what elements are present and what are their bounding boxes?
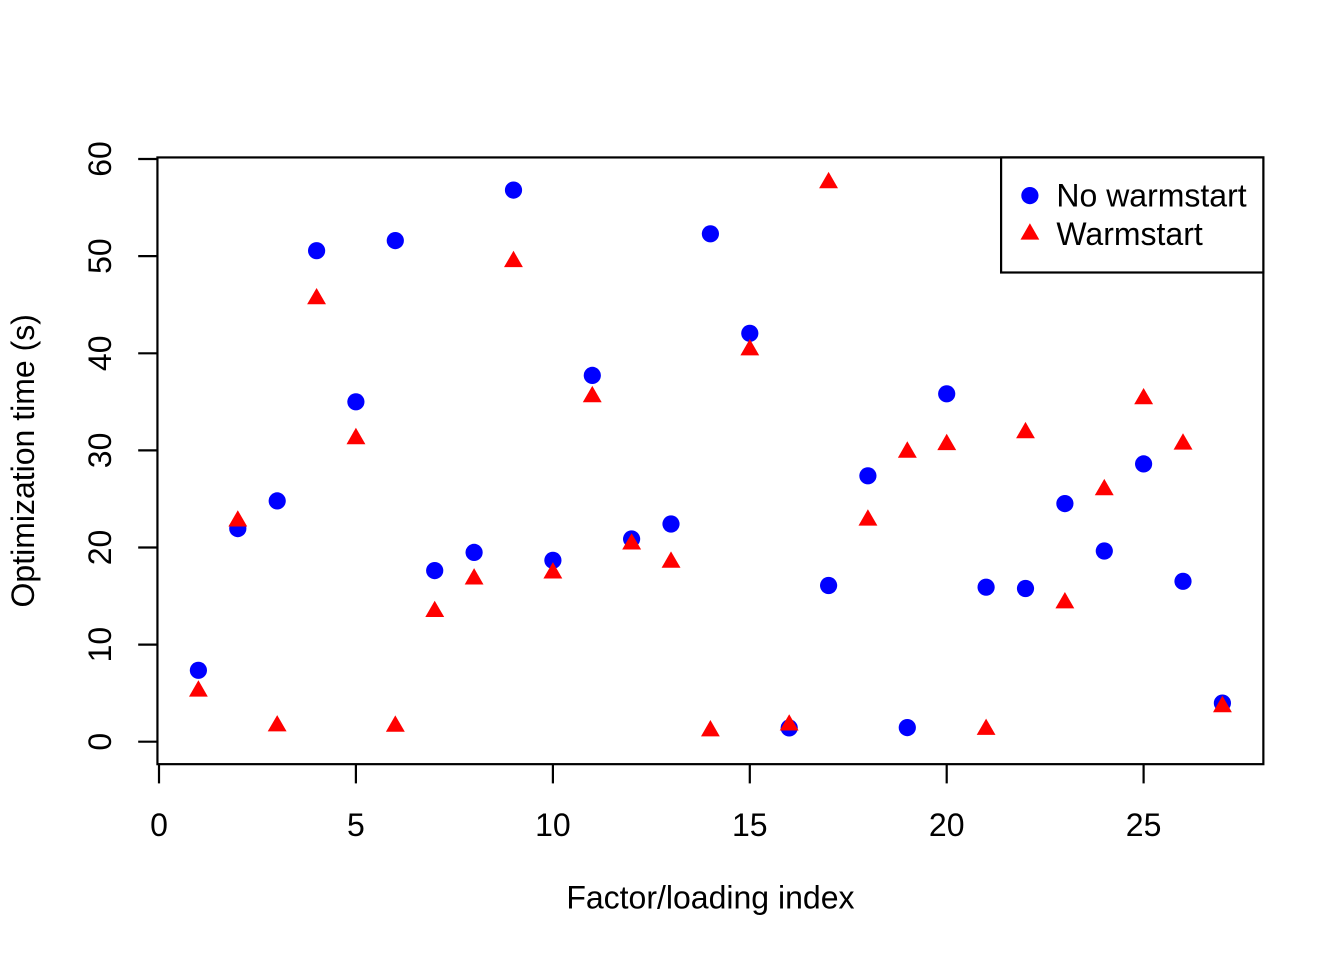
svg-text:30: 30	[82, 433, 118, 469]
svg-text:5: 5	[347, 807, 365, 843]
svg-text:15: 15	[732, 807, 768, 843]
svg-text:Warmstart: Warmstart	[1056, 216, 1202, 252]
svg-text:10: 10	[82, 627, 118, 663]
svg-text:0: 0	[82, 733, 118, 751]
svg-text:No warmstart: No warmstart	[1056, 178, 1246, 214]
svg-text:25: 25	[1126, 807, 1162, 843]
svg-text:Factor/loading index: Factor/loading index	[566, 880, 854, 916]
svg-text:0: 0	[150, 807, 168, 843]
svg-text:60: 60	[82, 141, 118, 177]
svg-text:10: 10	[535, 807, 571, 843]
svg-text:20: 20	[929, 807, 965, 843]
svg-text:Optimization time (s): Optimization time (s)	[5, 314, 41, 607]
svg-text:20: 20	[82, 530, 118, 566]
svg-text:40: 40	[82, 336, 118, 372]
svg-text:50: 50	[82, 238, 118, 274]
